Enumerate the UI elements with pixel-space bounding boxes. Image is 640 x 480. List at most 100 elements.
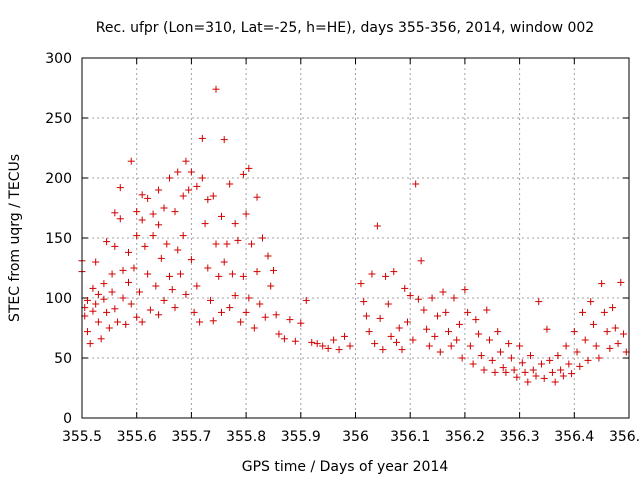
y-tick-label: 100	[45, 291, 72, 307]
data-point	[335, 346, 343, 354]
data-point	[92, 300, 100, 308]
data-point	[461, 286, 469, 294]
data-point	[527, 352, 535, 360]
data-point	[168, 286, 176, 294]
data-point	[280, 335, 288, 343]
x-tick-label: 355.5	[62, 429, 102, 445]
data-point	[141, 242, 149, 250]
x-tick-label: 356	[342, 429, 369, 445]
data-point	[207, 296, 215, 304]
data-point	[387, 332, 395, 340]
data-point	[83, 328, 91, 336]
data-point	[86, 340, 94, 348]
data-point	[562, 342, 570, 350]
data-point	[193, 182, 201, 190]
data-point	[592, 342, 600, 350]
data-point	[166, 174, 174, 182]
data-point	[111, 305, 119, 313]
data-point	[472, 316, 480, 324]
data-point	[108, 288, 116, 296]
data-point	[308, 338, 316, 346]
data-point	[248, 240, 256, 248]
data-point	[480, 366, 488, 374]
data-point	[220, 136, 228, 144]
data-point	[111, 242, 119, 250]
data-point	[494, 328, 502, 336]
data-point	[576, 362, 584, 370]
data-point	[209, 317, 217, 325]
data-point	[516, 342, 524, 350]
data-point	[105, 324, 113, 332]
data-points	[78, 85, 630, 386]
data-point	[111, 209, 119, 217]
plot-frame	[81, 57, 630, 419]
data-point	[417, 257, 425, 265]
data-point	[94, 290, 102, 298]
data-point	[163, 240, 171, 248]
data-point	[546, 356, 554, 364]
data-point	[182, 290, 190, 298]
data-point	[119, 294, 127, 302]
data-point	[204, 264, 212, 272]
data-point	[215, 272, 223, 280]
data-point	[122, 320, 130, 328]
data-point	[119, 266, 127, 274]
data-point	[212, 85, 220, 93]
data-point	[466, 342, 474, 350]
data-point	[510, 366, 518, 374]
data-point	[97, 335, 105, 343]
data-point	[182, 157, 190, 165]
data-point	[464, 308, 472, 316]
x-axis-title: GPS time / Days of year 2014	[242, 459, 449, 475]
data-point	[103, 238, 111, 246]
data-point	[103, 308, 111, 316]
data-point	[133, 208, 141, 216]
data-point	[130, 264, 138, 272]
data-point	[264, 252, 272, 260]
data-point	[513, 373, 521, 381]
data-point	[357, 280, 365, 288]
data-point	[157, 254, 165, 262]
data-point	[297, 319, 305, 327]
data-point	[362, 312, 370, 320]
data-point	[398, 346, 406, 354]
data-point	[524, 378, 532, 386]
data-point	[491, 368, 499, 376]
data-point	[228, 270, 236, 278]
data-point	[149, 210, 157, 218]
data-point	[239, 272, 247, 280]
data-point	[250, 324, 258, 332]
data-point	[573, 348, 581, 356]
data-point	[453, 336, 461, 344]
data-point	[302, 296, 310, 304]
data-point	[469, 360, 477, 368]
data-point	[543, 325, 551, 333]
data-point	[234, 236, 242, 244]
data-point	[455, 320, 463, 328]
data-point	[379, 346, 387, 354]
x-axis: 355.5 355.6 355.7 355.8 355.9 356 356.1 356.2 35…	[62, 58, 640, 445]
data-point	[403, 318, 411, 326]
data-point	[176, 270, 184, 278]
data-point	[319, 342, 327, 350]
data-point	[259, 234, 267, 242]
data-point	[127, 300, 135, 308]
y-axis: 0 50 100 150 200 250 300	[45, 51, 629, 427]
data-point	[412, 180, 420, 188]
data-point	[486, 336, 494, 344]
data-point	[174, 168, 182, 176]
data-point	[532, 372, 540, 380]
data-point	[518, 359, 526, 367]
data-point	[447, 342, 455, 350]
data-point	[135, 288, 143, 296]
data-point	[376, 314, 384, 322]
data-point	[201, 220, 209, 228]
data-point	[204, 196, 212, 204]
data-point	[286, 316, 294, 324]
y-tick-label: 300	[45, 51, 72, 67]
data-point	[617, 278, 625, 286]
data-point	[171, 208, 179, 216]
data-point	[152, 282, 160, 290]
data-point	[155, 311, 163, 319]
